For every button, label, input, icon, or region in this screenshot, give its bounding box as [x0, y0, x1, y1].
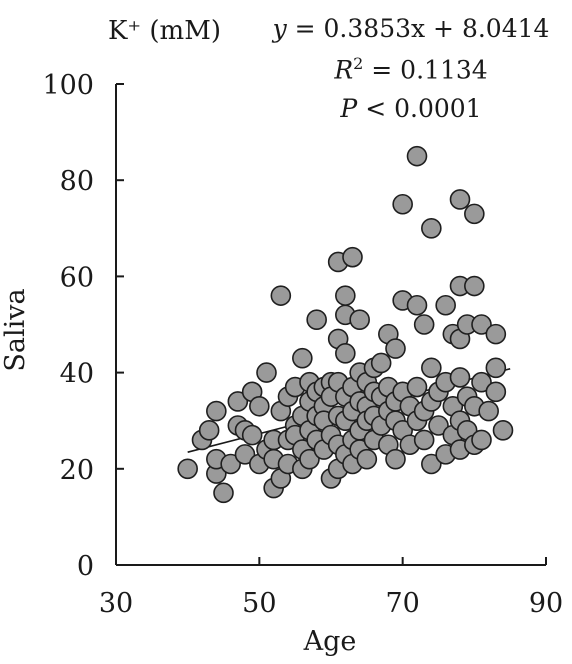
data-point — [421, 357, 442, 379]
regression-equation-rhs: = 0.3853x + 8.0414 — [286, 14, 550, 43]
data-point — [471, 371, 492, 393]
x-axis-label: Age — [303, 626, 357, 657]
p-value-label: P < 0.0001 — [250, 94, 572, 123]
chart-title: K⁺ (mM) — [108, 16, 221, 46]
data-point — [485, 323, 507, 345]
data-point — [177, 458, 198, 480]
data-point — [349, 309, 370, 330]
data-point — [198, 420, 220, 441]
y-tick-label: 0 — [77, 551, 94, 582]
data-point — [335, 285, 356, 306]
data-point — [406, 145, 428, 167]
y-tick-label: 60 — [60, 262, 94, 293]
data-point — [342, 246, 363, 268]
data-point — [485, 357, 507, 379]
data-point — [421, 453, 442, 475]
data-point — [249, 395, 270, 417]
r-squared-sup: 2 — [353, 54, 364, 73]
y-tick-label: 40 — [60, 359, 94, 390]
data-point — [335, 343, 356, 364]
data-point — [421, 218, 442, 239]
data-point — [306, 309, 327, 330]
data-point — [478, 400, 499, 422]
data-point — [256, 362, 277, 383]
data-point — [428, 415, 449, 436]
regression-equation-lhs: y — [272, 14, 287, 43]
data-point — [270, 285, 292, 306]
p-value-rhs: < 0.0001 — [357, 94, 482, 123]
axes: 30 50 70 90 0 20 40 60 80 100 — [42, 70, 563, 619]
data-point — [370, 352, 392, 374]
y-tick-label: 100 — [42, 70, 94, 101]
data-point — [385, 338, 406, 359]
data-point — [471, 314, 492, 335]
data-point — [241, 424, 263, 446]
data-point — [485, 381, 507, 403]
data-point — [227, 391, 249, 412]
points-group — [177, 145, 514, 504]
y-axis-label: Saliva — [0, 288, 31, 371]
y-tick-label: 80 — [60, 166, 94, 197]
data-point — [406, 294, 428, 316]
x-tick-label: 70 — [385, 588, 419, 619]
data-point — [392, 193, 413, 215]
data-point — [206, 400, 227, 422]
data-point — [234, 444, 256, 465]
data-point — [464, 203, 485, 225]
data-point — [213, 482, 234, 504]
p-value-lhs: P — [340, 94, 358, 123]
data-point — [356, 448, 378, 470]
r-squared-rhs: = 0.1134 — [363, 55, 488, 85]
y-tick-label: 20 — [60, 455, 94, 486]
data-point — [299, 448, 320, 470]
data-point — [449, 189, 471, 210]
x-tick-label: 90 — [529, 588, 563, 619]
data-point — [292, 347, 313, 369]
regression-equation: y = 0.3853x + 8.0414 — [250, 14, 572, 43]
data-point — [492, 420, 514, 441]
data-point — [464, 275, 485, 297]
data-point — [385, 448, 406, 470]
x-tick-label: 30 — [99, 588, 133, 619]
data-point — [220, 453, 241, 475]
data-point — [413, 429, 435, 451]
data-point — [435, 294, 456, 316]
data-point — [413, 314, 435, 335]
data-point — [406, 376, 428, 398]
r-squared-label: R2 = 0.1134 — [250, 54, 572, 84]
r-squared-lhs: R — [334, 55, 354, 85]
data-point — [449, 367, 471, 388]
data-point — [471, 429, 492, 451]
x-tick-label: 50 — [242, 588, 276, 619]
